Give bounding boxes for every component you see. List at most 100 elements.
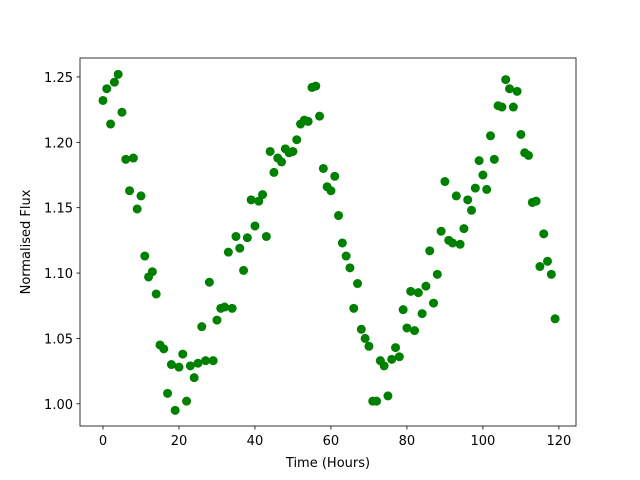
data-point: [448, 238, 458, 248]
data-point: [470, 183, 480, 193]
data-point: [178, 349, 188, 359]
data-point: [429, 298, 439, 308]
data-point: [539, 229, 549, 239]
data-point: [330, 171, 340, 181]
data-point: [121, 154, 131, 164]
data-point: [531, 196, 541, 206]
data-point: [546, 269, 556, 279]
data-point: [550, 314, 560, 324]
data-point: [201, 356, 211, 366]
data-point: [459, 224, 469, 234]
data-point: [189, 373, 199, 383]
data-point: [315, 111, 325, 121]
data-point: [159, 344, 169, 354]
data-point: [220, 302, 230, 312]
data-point: [391, 343, 401, 353]
data-point: [402, 323, 412, 333]
x-tick-label: 40: [247, 434, 264, 449]
data-point: [212, 315, 222, 325]
data-point: [372, 396, 382, 406]
data-point: [258, 190, 268, 200]
data-point: [269, 167, 279, 177]
data-point: [337, 238, 347, 248]
data-point: [136, 191, 146, 201]
data-point: [132, 204, 142, 214]
data-point: [303, 116, 313, 126]
data-point: [345, 263, 355, 273]
data-point: [204, 277, 214, 287]
x-tick-label: 0: [99, 434, 107, 449]
data-point: [360, 333, 370, 343]
x-tick-label: 120: [546, 434, 571, 449]
data-point: [250, 221, 260, 231]
data-point: [98, 95, 108, 105]
y-tick-label: 1.25: [44, 71, 73, 86]
data-point: [543, 256, 553, 266]
data-point: [451, 191, 461, 201]
y-tick-label: 1.00: [44, 398, 73, 413]
data-point: [387, 354, 397, 364]
data-point: [147, 267, 157, 277]
data-point: [182, 396, 192, 406]
x-tick-label: 100: [471, 434, 496, 449]
y-tick-label: 1.15: [44, 202, 73, 217]
data-point: [535, 262, 545, 272]
data-point: [254, 196, 264, 206]
data-point: [117, 107, 127, 117]
x-axis-label: Time (Hours): [285, 456, 370, 471]
data-point: [208, 356, 218, 366]
data-point: [311, 81, 321, 91]
data-point: [227, 303, 237, 313]
data-point: [497, 102, 507, 112]
data-point: [353, 279, 363, 289]
data-point: [501, 75, 511, 85]
data-point: [265, 146, 275, 156]
data-point: [440, 177, 450, 187]
data-point: [516, 129, 526, 139]
data-point: [455, 239, 465, 249]
data-point: [467, 205, 477, 215]
data-point: [113, 69, 123, 79]
data-point: [505, 84, 515, 94]
data-point: [478, 170, 488, 180]
data-point: [383, 391, 393, 401]
data-point: [356, 324, 366, 334]
data-point: [109, 77, 119, 87]
data-point: [170, 405, 180, 415]
data-point: [349, 303, 359, 313]
data-point: [151, 289, 161, 299]
data-point: [379, 361, 389, 371]
data-point: [474, 156, 484, 166]
plot-frame: [79, 57, 577, 427]
data-point: [417, 309, 427, 319]
data-point: [239, 265, 249, 275]
data-point: [102, 84, 112, 94]
data-point: [489, 154, 499, 164]
data-point: [421, 281, 431, 291]
data-point: [524, 150, 534, 160]
data-point: [341, 251, 351, 261]
x-tick-label: 20: [171, 434, 188, 449]
data-point: [235, 243, 245, 253]
data-point: [193, 358, 203, 368]
y-tick-label: 1.20: [44, 136, 73, 151]
data-point: [277, 157, 287, 167]
data-point: [425, 246, 435, 256]
data-point: [436, 226, 446, 236]
data-point: [410, 326, 420, 336]
data-point: [394, 352, 404, 362]
y-tick-label: 1.05: [44, 332, 73, 347]
data-point: [261, 231, 271, 241]
data-point: [463, 195, 473, 205]
data-point: [406, 286, 416, 296]
data-point: [125, 186, 135, 196]
data-point: [106, 119, 116, 129]
data-point: [364, 341, 374, 351]
data-point: [185, 361, 195, 371]
data-point: [486, 131, 496, 141]
y-tick-label: 1.10: [44, 267, 73, 282]
data-point: [140, 251, 150, 261]
y-axis-label: Normalised Flux: [19, 189, 34, 294]
